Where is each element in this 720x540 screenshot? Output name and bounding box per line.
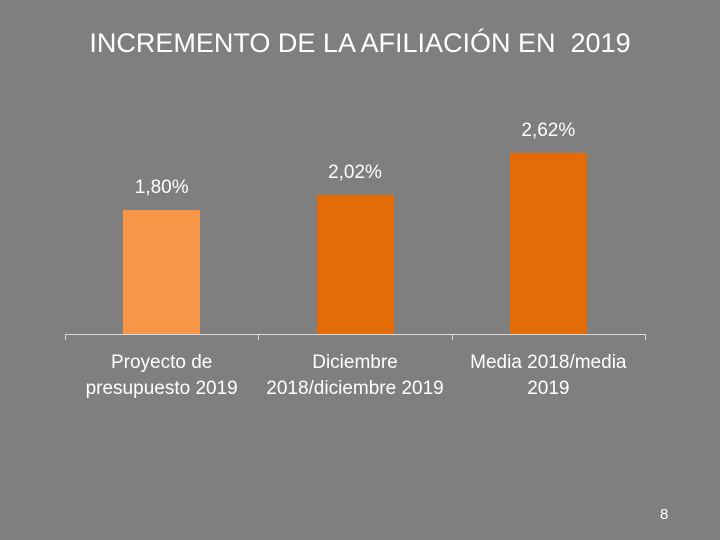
data-label: 2,62%: [521, 120, 576, 142]
bar: [509, 153, 587, 334]
data-label: 1,80%: [134, 176, 189, 198]
page-number: 8: [660, 506, 669, 523]
x-axis: [65, 334, 645, 335]
axis-tick: [258, 334, 260, 340]
chart-title: INCREMENTO DE LA AFILIACIÓN EN 2019: [89, 28, 631, 58]
axis-tick: [65, 334, 66, 340]
x-tick-label: Media 2018/media 2019: [470, 352, 627, 399]
data-label: 2,02%: [328, 161, 382, 183]
x-tick-label: Proyecto de presupuesto 2019: [85, 352, 238, 399]
x-tick-label: Diciembre 2018/diciembre 2019: [266, 352, 444, 399]
bar: [123, 209, 201, 334]
axis-tick: [451, 334, 453, 340]
axis-tick: [645, 334, 646, 340]
bar: [316, 194, 394, 334]
